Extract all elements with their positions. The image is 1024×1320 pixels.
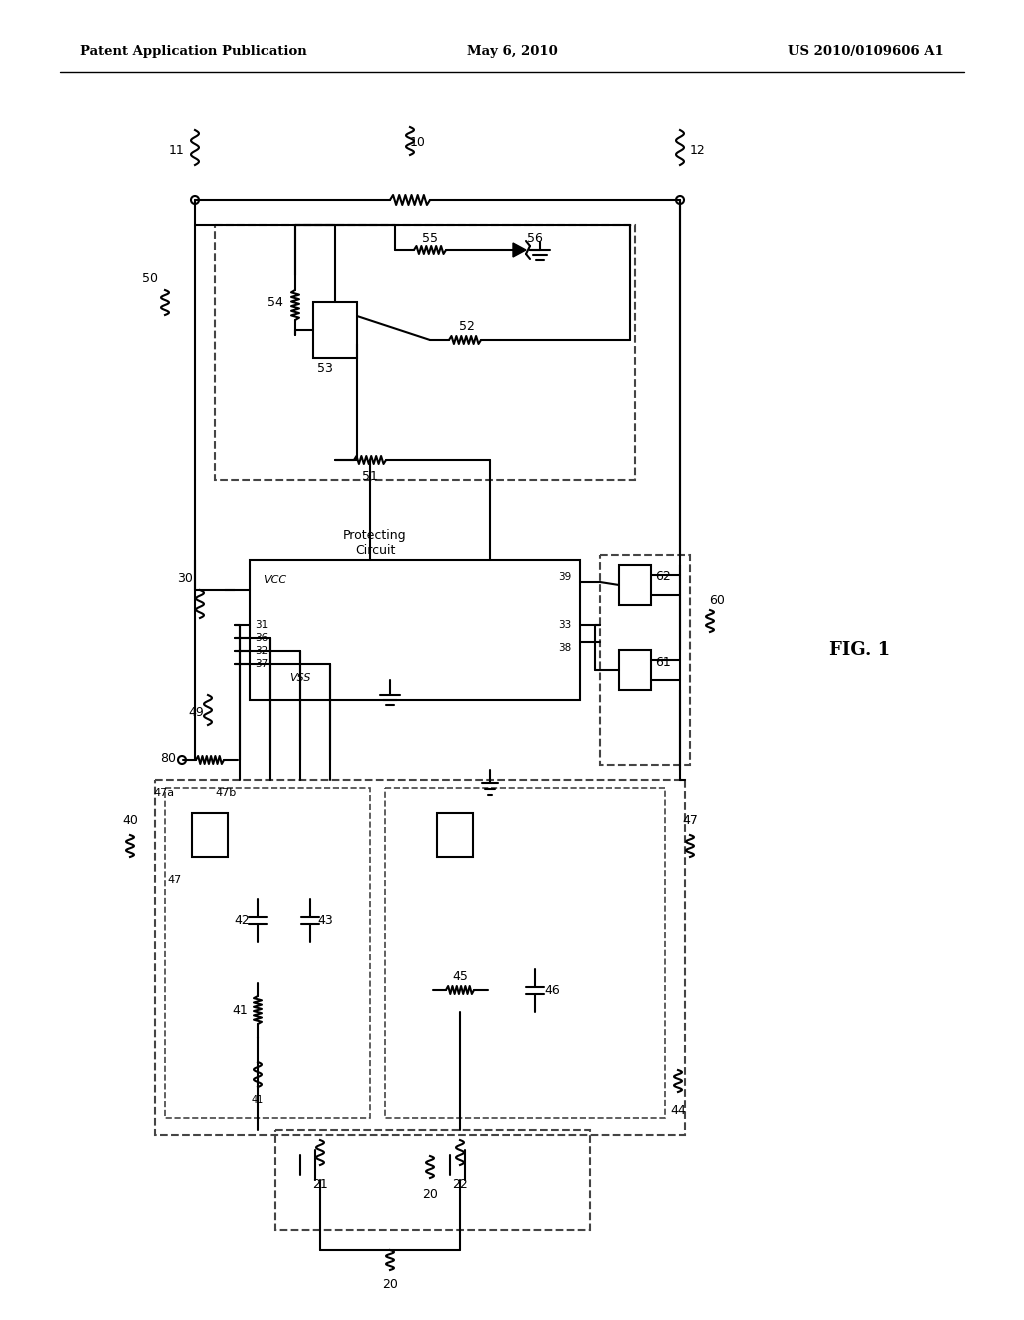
Text: 33: 33	[558, 620, 571, 630]
Bar	[618, 565, 651, 605]
Text: VSS: VSS	[289, 673, 310, 682]
Text: 60: 60	[709, 594, 725, 606]
Bar	[193, 813, 228, 857]
Bar	[250, 560, 580, 700]
Bar	[155, 780, 685, 1135]
Bar	[165, 788, 370, 1118]
Circle shape	[191, 195, 199, 205]
Bar	[313, 302, 357, 358]
Text: US 2010/0109606 A1: US 2010/0109606 A1	[788, 45, 944, 58]
Text: 56: 56	[527, 231, 543, 244]
Text: 40: 40	[122, 813, 138, 826]
Text: 36: 36	[255, 634, 268, 643]
Bar	[618, 649, 651, 690]
Text: 52: 52	[459, 321, 475, 334]
Text: 61: 61	[655, 656, 671, 668]
Text: 49: 49	[188, 705, 204, 718]
Text: VCC: VCC	[263, 576, 287, 585]
Text: 31: 31	[255, 620, 268, 630]
Text: 42: 42	[234, 913, 250, 927]
Text: Patent Application Publication: Patent Application Publication	[80, 45, 307, 58]
Text: 22: 22	[453, 1179, 468, 1192]
Circle shape	[178, 756, 186, 764]
Circle shape	[676, 195, 684, 205]
Bar	[385, 788, 665, 1118]
Bar	[215, 224, 635, 480]
Text: 46: 46	[544, 983, 560, 997]
Text: 12: 12	[690, 144, 706, 157]
Text: 80: 80	[160, 751, 176, 764]
Text: 41: 41	[252, 1096, 264, 1105]
Text: 62: 62	[655, 570, 671, 583]
Text: 50: 50	[142, 272, 158, 285]
Polygon shape	[513, 243, 526, 257]
Text: 32: 32	[255, 645, 268, 656]
Text: 47: 47	[682, 813, 698, 826]
Text: 38: 38	[558, 643, 571, 653]
Text: 47: 47	[168, 875, 182, 884]
Text: 10: 10	[410, 136, 426, 149]
Text: 43: 43	[317, 913, 333, 927]
Text: 53: 53	[317, 362, 333, 375]
Bar	[600, 554, 690, 766]
Text: May 6, 2010: May 6, 2010	[467, 45, 557, 58]
Text: 51: 51	[362, 470, 378, 483]
Text: Circuit: Circuit	[354, 544, 395, 557]
Text: 41: 41	[232, 1003, 248, 1016]
Text: 47a: 47a	[153, 788, 174, 799]
Text: 37: 37	[255, 659, 268, 669]
Text: Protecting: Protecting	[343, 528, 407, 541]
Text: 11: 11	[169, 144, 185, 157]
Text: 55: 55	[422, 231, 438, 244]
Text: 39: 39	[558, 572, 571, 582]
Bar	[275, 1130, 590, 1230]
Text: 20: 20	[422, 1188, 438, 1201]
Bar	[437, 813, 473, 857]
Text: FIG. 1: FIG. 1	[829, 642, 891, 659]
Text: 47b: 47b	[215, 788, 237, 799]
Text: 54: 54	[267, 296, 283, 309]
Text: 30: 30	[177, 572, 193, 585]
Text: 45: 45	[452, 969, 468, 982]
Text: 44: 44	[670, 1104, 686, 1117]
Text: 20: 20	[382, 1279, 398, 1291]
Text: 21: 21	[312, 1179, 328, 1192]
